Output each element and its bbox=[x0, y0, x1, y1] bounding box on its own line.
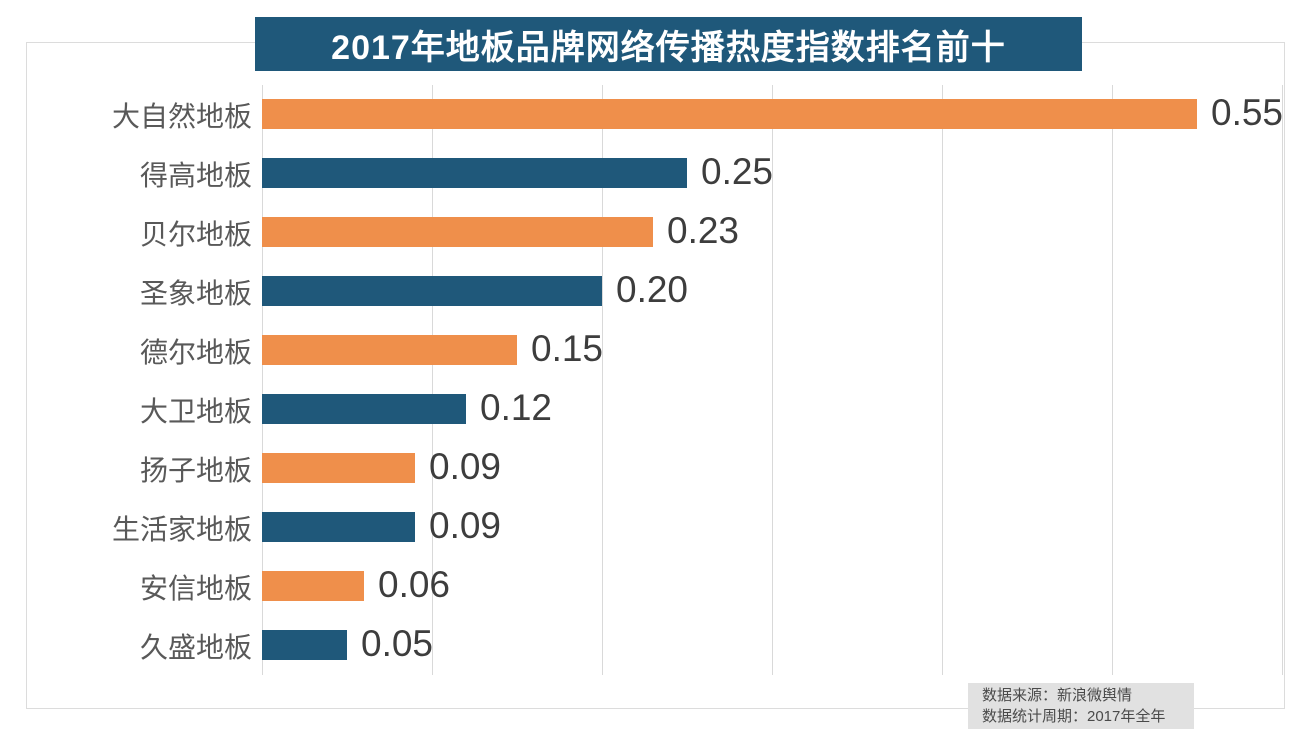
bar bbox=[262, 630, 347, 660]
bar bbox=[262, 276, 602, 306]
bar-row: 0.06 bbox=[262, 557, 1282, 616]
bar bbox=[262, 217, 653, 247]
bar bbox=[262, 453, 415, 483]
gridline bbox=[772, 85, 773, 675]
bar bbox=[262, 394, 466, 424]
data-period-text: 数据统计周期：2017年全年 bbox=[982, 708, 1166, 725]
bar-row: 0.12 bbox=[262, 380, 1282, 439]
gridline bbox=[1282, 85, 1283, 675]
gridline bbox=[942, 85, 943, 675]
bar-row: 0.25 bbox=[262, 144, 1282, 203]
plot-area: 0.55 0.25 0.23 0.20 0.15 0.12 0.09 0.09 0.06 0.05 bbox=[262, 85, 1284, 675]
bar-row: 0.55 bbox=[262, 85, 1284, 144]
bar-row: 0.20 bbox=[262, 262, 1282, 321]
bar-row: 0.09 bbox=[262, 439, 1282, 498]
category-label: 得高地板 bbox=[139, 159, 252, 191]
category-label: 久盛地板 bbox=[139, 631, 252, 663]
gridline bbox=[432, 85, 433, 675]
category-label: 生活家地板 bbox=[111, 513, 252, 545]
bar-value-label: 0.20 bbox=[616, 269, 689, 310]
bar-row: 0.09 bbox=[262, 498, 1282, 557]
category-label: 大自然地板 bbox=[111, 100, 252, 132]
bar-value-label: 0.05 bbox=[361, 623, 434, 664]
bar bbox=[262, 512, 415, 542]
bar bbox=[262, 99, 1197, 129]
bar-value-label: 0.06 bbox=[378, 564, 451, 605]
category-label: 扬子地板 bbox=[139, 454, 252, 486]
category-label: 安信地板 bbox=[139, 572, 252, 604]
bar bbox=[262, 335, 517, 365]
data-source-text: 数据来源：新浪微舆情 bbox=[982, 687, 1133, 704]
category-axis: 大自然地板得高地板贝尔地板圣象地板德尔地板大卫地板扬子地板生活家地板安信地板久盛… bbox=[30, 85, 252, 675]
bar-value-label: 0.12 bbox=[480, 387, 553, 428]
gridline bbox=[602, 85, 603, 675]
gridline bbox=[1112, 85, 1113, 675]
bar-row: 0.05 bbox=[262, 616, 1282, 675]
category-label: 贝尔地板 bbox=[139, 218, 252, 250]
category-label: 圣象地板 bbox=[139, 277, 252, 309]
chart-title-banner: 2017年地板品牌网络传播热度指数排名前十 bbox=[255, 17, 1082, 71]
bar-value-label: 0.23 bbox=[667, 210, 740, 251]
bar-value-label: 0.09 bbox=[429, 505, 502, 546]
bar bbox=[262, 571, 364, 601]
category-label: 德尔地板 bbox=[139, 336, 252, 368]
bar-value-label: 0.25 bbox=[701, 151, 774, 192]
bar-value-label: 0.15 bbox=[531, 328, 604, 369]
y-axis-line bbox=[262, 85, 263, 675]
bar bbox=[262, 158, 687, 188]
chart-title: 2017年地板品牌网络传播热度指数排名前十 bbox=[331, 28, 1006, 67]
data-source-box: 数据来源：新浪微舆情 数据统计周期：2017年全年 bbox=[968, 683, 1194, 729]
bar-value-label: 0.09 bbox=[429, 446, 502, 487]
bar-value-label: 0.55 bbox=[1211, 92, 1284, 133]
chart-frame bbox=[26, 42, 1285, 709]
bar-row: 0.23 bbox=[262, 203, 1282, 262]
bar-row: 0.15 bbox=[262, 321, 1282, 380]
category-label: 大卫地板 bbox=[139, 395, 252, 427]
